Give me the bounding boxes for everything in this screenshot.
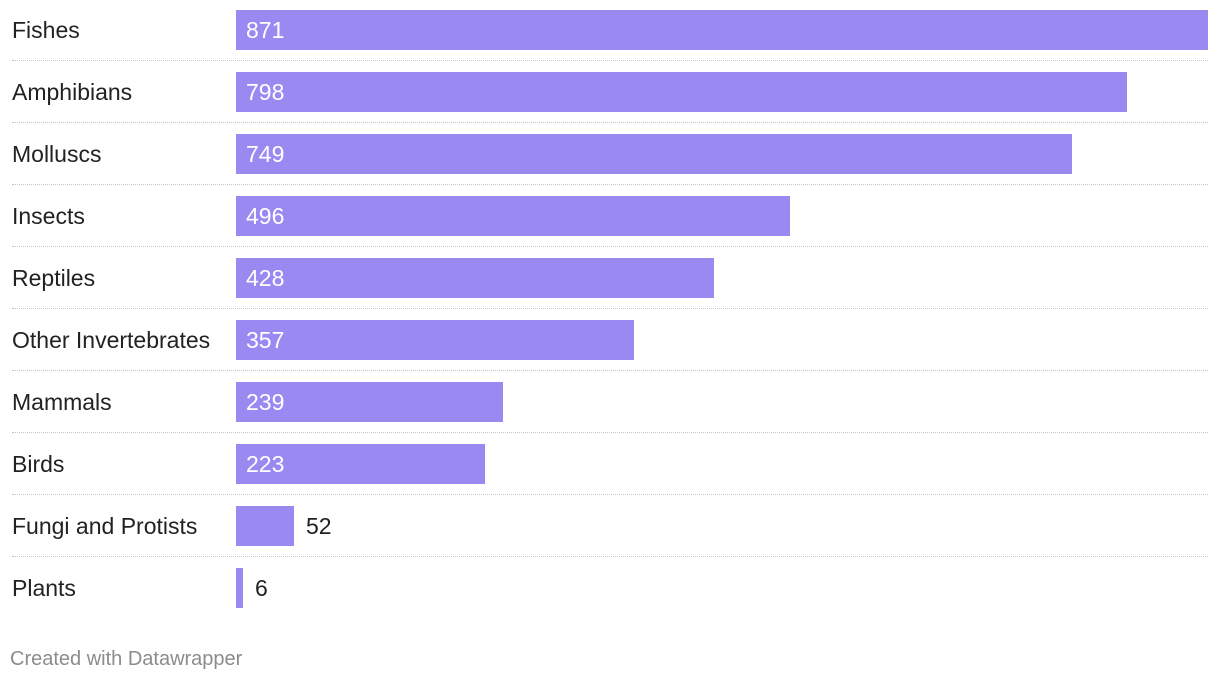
category-label: Plants	[12, 575, 76, 601]
row-divider	[12, 432, 1208, 433]
row-divider	[12, 184, 1208, 185]
bar	[236, 258, 714, 298]
value-label: 223	[246, 451, 285, 477]
value-label: 239	[246, 389, 285, 415]
bar-row: Fishes 871	[0, 10, 1220, 72]
bar	[236, 320, 634, 360]
bar-row: Fungi and Protists 52	[0, 506, 1220, 568]
row-divider	[12, 556, 1208, 557]
bar	[236, 196, 790, 236]
bar-chart: Fishes 871 Amphibians 798 Molluscs 749 Insects…	[0, 10, 1220, 630]
value-label: 428	[246, 265, 285, 291]
bar-row: Reptiles 428	[0, 258, 1220, 320]
row-divider	[12, 308, 1208, 309]
category-label: Insects	[12, 203, 85, 229]
bar-row: Other Invertebrates 357	[0, 320, 1220, 382]
value-label: 798	[246, 79, 285, 105]
bar	[236, 506, 294, 546]
bar-row: Insects 496	[0, 196, 1220, 258]
row-divider	[12, 494, 1208, 495]
value-label: 871	[246, 17, 285, 43]
bar-row: Mammals 239	[0, 382, 1220, 444]
chart-credit: Created with Datawrapper	[10, 648, 243, 670]
value-label: 52	[306, 513, 332, 539]
value-label: 6	[255, 575, 268, 601]
value-label: 357	[246, 327, 285, 353]
bar	[236, 10, 1208, 50]
bar-row: Birds 223	[0, 444, 1220, 506]
row-divider	[12, 370, 1208, 371]
bar	[236, 444, 485, 484]
row-divider	[12, 246, 1208, 247]
category-label: Fishes	[12, 17, 80, 43]
row-divider	[12, 122, 1208, 123]
category-label: Reptiles	[12, 265, 96, 291]
bar-row: Amphibians 798	[0, 72, 1220, 134]
bar	[236, 568, 243, 608]
category-label: Other Invertebrates	[12, 327, 211, 353]
bar-row: Plants 6	[0, 568, 1220, 630]
bar	[236, 382, 503, 422]
category-label: Fungi and Protists	[12, 513, 198, 539]
row-divider	[12, 60, 1208, 61]
category-label: Molluscs	[12, 141, 102, 167]
category-label: Mammals	[12, 389, 112, 415]
value-label: 749	[246, 141, 285, 167]
bar	[236, 72, 1127, 112]
value-label: 496	[246, 203, 285, 229]
bar-row: Molluscs 749	[0, 134, 1220, 196]
bar	[236, 134, 1072, 174]
category-label: Amphibians	[12, 79, 133, 105]
category-label: Birds	[12, 451, 65, 477]
